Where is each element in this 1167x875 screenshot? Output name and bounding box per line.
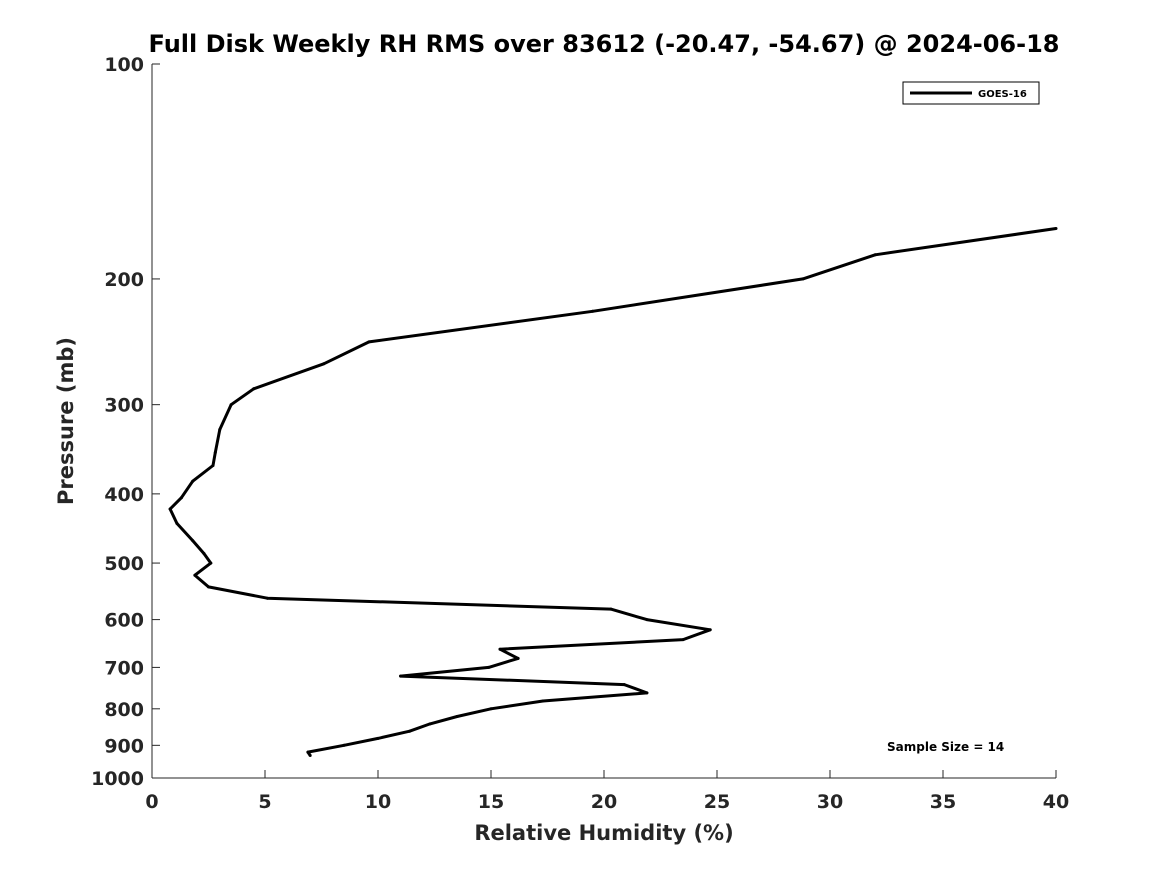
data-point [218,428,222,431]
data-point [168,507,172,511]
x-tick-label: 10 [365,791,391,813]
data-point [516,656,520,660]
sample-size-annotation: Sample Size = 14 [887,740,1004,754]
y-tick-label: 900 [104,735,144,757]
plot-area [152,64,1056,778]
data-point [541,699,545,703]
data-point [708,628,712,632]
data-point [179,496,183,500]
x-tick-label: 15 [478,791,504,813]
data-point [213,451,217,454]
x-tick-label: 0 [145,791,158,813]
data-point [591,309,595,313]
x-tick-label: 40 [1043,791,1069,813]
y-tick-label: 500 [104,553,144,575]
data-point [252,387,256,391]
data-point [681,638,685,642]
data-point [229,403,233,407]
data-point [342,743,346,747]
data-point [873,253,877,257]
data-point [322,362,326,366]
data-point [609,607,613,611]
data-point [1054,227,1058,230]
data-point [622,683,626,687]
series-line-goes-16 [168,227,1057,757]
data-point [175,521,179,525]
y-tick-label: 600 [104,610,144,632]
data-point [399,674,403,678]
data-point [191,479,195,483]
data-point [193,573,197,577]
y-tick-label: 700 [104,657,144,679]
data-point [455,715,459,718]
y-tick-label: 300 [104,395,144,417]
data-point [209,561,213,565]
data-point [428,722,432,726]
data-point [308,754,312,757]
y-tick-label: 800 [104,699,144,721]
x-tick-label: 30 [817,791,843,813]
series-group [168,227,1058,757]
y-tick-label: 200 [104,269,144,291]
x-tick-label: 5 [258,791,271,813]
data-point [645,618,649,622]
data-point [408,729,412,733]
y-axis-label: Pressure (mb) [54,337,78,505]
data-point [207,585,210,589]
data-point [306,750,310,754]
x-axis-label: Relative Humidity (%) [474,821,733,845]
data-point [801,277,805,281]
legend: GOES-16 [902,81,1040,105]
data-point [191,539,195,543]
data-point [489,707,493,711]
data-point [498,647,502,651]
x-tick-label: 25 [704,791,730,813]
x-axis-ticks: 0 5 10 15 20 25 30 35 40 [145,770,1069,813]
data-point [202,552,206,556]
data-point [367,340,371,344]
data-point [487,665,491,669]
legend-label-goes-16: GOES-16 [978,89,1027,100]
y-tick-label: 1000 [91,768,144,790]
data-point [211,464,215,467]
data-point [265,596,269,600]
data-point [645,691,649,695]
y-axis-ticks: 100 200 300 400 500 600 700 800 900 1000 [91,54,160,790]
x-tick-label: 20 [591,791,617,813]
data-point [376,736,380,740]
chart-title: Full Disk Weekly RH RMS over 83612 (-20.… [149,30,1060,58]
y-tick-label: 400 [104,484,144,506]
y-tick-label: 100 [104,54,144,76]
x-tick-label: 35 [930,791,956,813]
